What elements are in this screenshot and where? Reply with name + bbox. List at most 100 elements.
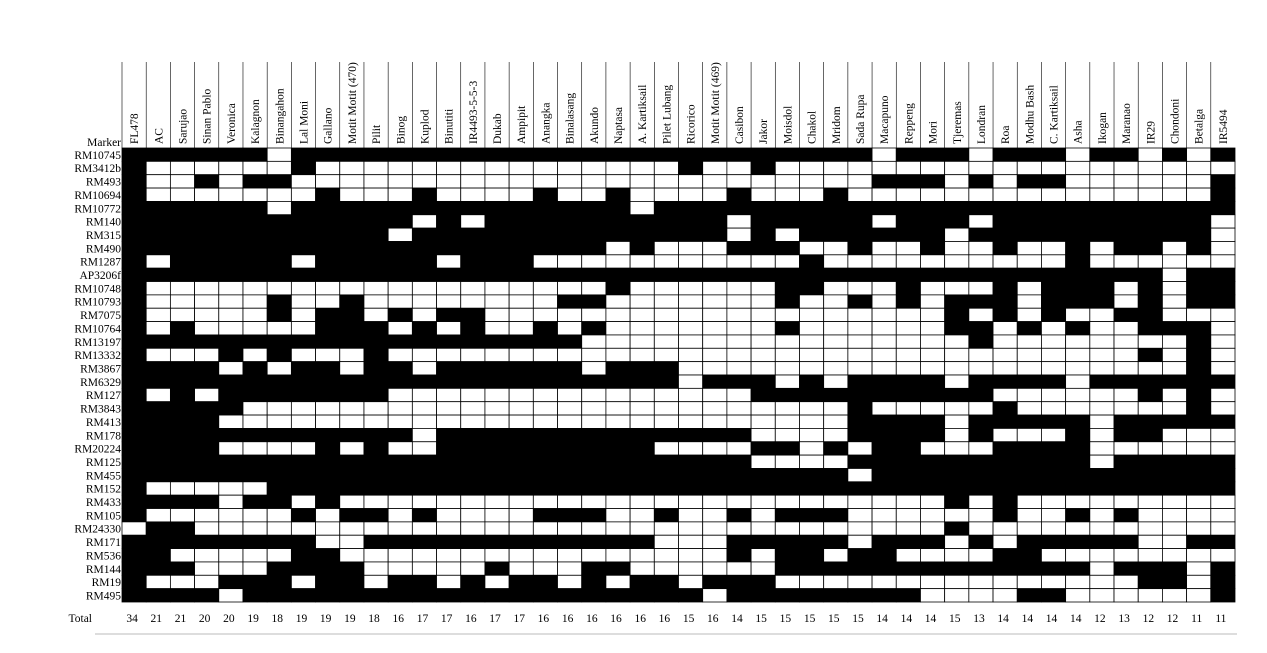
genotype-cell (218, 160, 244, 176)
genotype-cell (774, 227, 800, 242)
genotype-cell (218, 201, 244, 216)
genotype-cell (411, 187, 437, 202)
genotype-cell (944, 361, 970, 376)
genotype-cell (1016, 347, 1042, 363)
genotype-cell (1137, 521, 1163, 536)
genotype-cell (629, 254, 655, 269)
variety-total: 14 (1022, 613, 1034, 625)
genotype-cell (823, 254, 849, 269)
genotype-cell (605, 508, 631, 523)
genotype-cell (1210, 521, 1236, 536)
genotype-cell (750, 241, 776, 256)
genotype-cell (629, 201, 655, 216)
genotype-cell (823, 561, 849, 576)
variety-total: 19 (344, 613, 356, 625)
genotype-cell (895, 481, 921, 496)
genotype-cell (339, 174, 365, 189)
genotype-cell (1162, 494, 1188, 509)
genotype-cell (968, 414, 994, 429)
genotype-cell (750, 414, 776, 429)
genotype-cell (411, 174, 437, 189)
genotype-cell (895, 548, 921, 563)
genotype-cell (218, 588, 244, 603)
genotype-cell (581, 481, 607, 496)
genotype-cell (992, 334, 1018, 349)
genotype-cell (920, 494, 946, 509)
genotype-cell (750, 574, 776, 590)
marker-label: RM127 (86, 390, 121, 402)
genotype-cell (218, 174, 244, 189)
genotype-cell (629, 307, 655, 322)
genotype-cell (702, 267, 728, 282)
genotype-cell (169, 441, 195, 456)
genotype-cell (387, 521, 413, 536)
genotype-cell (266, 321, 292, 336)
variety-label: Reppeng (903, 103, 915, 144)
genotype-cell (726, 548, 752, 563)
genotype-cell (532, 534, 558, 549)
genotype-cell (484, 494, 510, 509)
genotype-cell (678, 374, 704, 389)
genotype-cell (605, 334, 631, 349)
genotype-cell (920, 374, 946, 389)
genotype-cell (823, 494, 849, 509)
genotype-cell (194, 294, 220, 309)
genotype-cell (218, 454, 244, 469)
genotype-cell (121, 334, 147, 349)
genotype-cell (1089, 160, 1115, 176)
genotype-cell (484, 187, 510, 202)
genotype-cell (121, 187, 147, 202)
genotype-cell (1210, 174, 1236, 189)
genotype-cell (653, 267, 679, 282)
genotype-cell (605, 294, 631, 309)
genotype-cell (629, 214, 655, 229)
variety-total: 16 (538, 613, 550, 625)
genotype-cell (339, 267, 365, 282)
genotype-cell (823, 334, 849, 349)
marker-label: RM140 (86, 217, 121, 229)
genotype-cell (339, 227, 365, 242)
genotype-cell (121, 147, 147, 162)
genotype-cell (508, 201, 534, 216)
genotype-cell (1065, 267, 1091, 282)
genotype-cell (1186, 294, 1212, 309)
genotype-cell (387, 227, 413, 242)
genotype-cell (460, 214, 486, 229)
genotype-cell (1041, 281, 1067, 296)
genotype-cell (944, 267, 970, 282)
genotype-cell (1089, 174, 1115, 189)
genotype-cell (871, 160, 897, 176)
genotype-cell (460, 241, 486, 256)
genotype-cell (1041, 334, 1067, 349)
genotype-cell (145, 521, 171, 536)
genotype-cell (460, 307, 486, 322)
genotype-cell (581, 468, 607, 483)
genotype-cell (605, 428, 631, 443)
marker-label: RM1287 (80, 257, 121, 269)
genotype-cell (895, 160, 921, 176)
genotype-cell (363, 174, 389, 189)
genotype-cell (653, 548, 679, 563)
genotype-cell (436, 347, 462, 363)
genotype-cell (726, 468, 752, 483)
genotype-cell (750, 174, 776, 189)
genotype-cell (1041, 374, 1067, 389)
genotype-cell (823, 374, 849, 389)
genotype-cell (1186, 548, 1212, 563)
genotype-cell (629, 334, 655, 349)
genotype-cell (1113, 548, 1139, 563)
genotype-cell (847, 160, 873, 176)
genotype-cell (702, 468, 728, 483)
genotype-cell (1137, 321, 1163, 336)
genotype-cell (194, 160, 220, 176)
genotype-cell (532, 241, 558, 256)
genotype-cell (387, 454, 413, 469)
genotype-cell (678, 401, 704, 416)
genotype-cell (823, 414, 849, 429)
genotype-cell (121, 508, 147, 523)
genotype-cell (290, 160, 316, 176)
genotype-cell (871, 254, 897, 269)
genotype-cell (678, 254, 704, 269)
genotype-cell (387, 387, 413, 403)
genotype-cell (121, 494, 147, 509)
